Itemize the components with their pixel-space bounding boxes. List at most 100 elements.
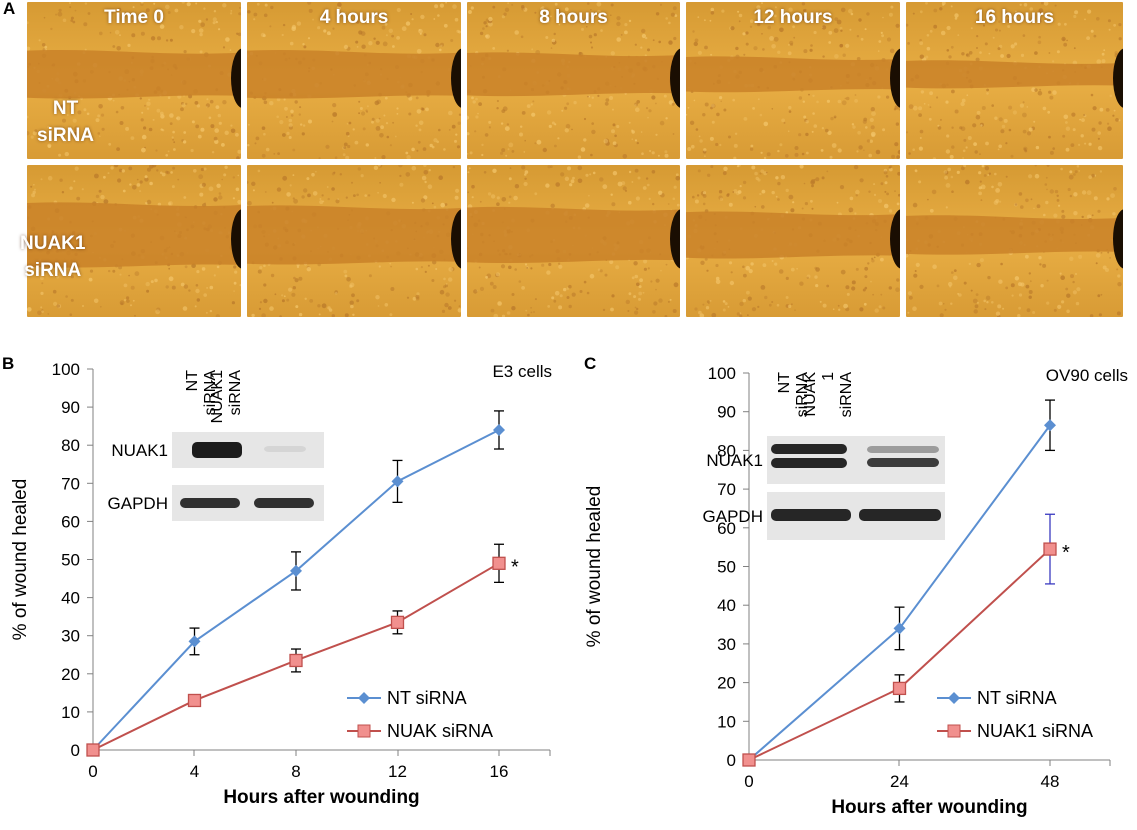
y-tick-label: 60 — [61, 512, 80, 531]
time-label: 16 hours — [974, 7, 1055, 28]
micrograph-r2-c3 — [467, 165, 680, 317]
data-point — [390, 615, 405, 630]
y-tick-label: 100 — [52, 360, 80, 379]
micrograph-image — [906, 2, 1123, 159]
data-point — [290, 564, 302, 577]
time-label: 4 hours — [319, 7, 389, 28]
y-tick-label: 20 — [717, 674, 736, 693]
blot-lane-label: NT — [184, 370, 201, 392]
y-tick-label: 80 — [61, 436, 80, 455]
scratch-mark — [231, 209, 241, 269]
micrograph-r2-c2 — [247, 165, 461, 317]
chart-title: E3 cells — [492, 362, 552, 381]
x-axis-label: Hours after wounding — [223, 787, 419, 808]
row-label-2: NUAK1 siRNA — [20, 230, 85, 284]
blot-lane-label: siRNA — [202, 370, 219, 416]
y-tick-label: 100 — [708, 364, 736, 383]
y-tick-label: 80 — [717, 441, 736, 460]
scratch-mark — [890, 209, 900, 269]
blot-lane-label: siRNA — [227, 370, 244, 416]
row-label-line: siRNA — [24, 260, 82, 281]
scratch-mark — [1113, 48, 1123, 108]
legend-label: NT siRNA — [387, 688, 467, 708]
legend-label: NUAK1 siRNA — [977, 721, 1093, 741]
blot-band — [771, 458, 847, 468]
data-point — [893, 622, 906, 635]
micrograph-r2-c5 — [906, 165, 1123, 317]
wound-gap — [906, 60, 1123, 89]
blot-band — [180, 498, 240, 508]
wound-gap — [247, 50, 461, 99]
panel-a-letter: A — [3, 0, 16, 18]
legend-marker — [358, 692, 370, 704]
micrograph-r2-c1 — [27, 165, 241, 317]
wound-gap — [27, 202, 241, 268]
blot-band — [771, 509, 851, 521]
blot-lane-label: siRNA — [838, 372, 855, 418]
micrograph-r1-c5: 16 hours — [906, 2, 1123, 159]
chart-title: OV90 cells — [1046, 366, 1128, 385]
micrograph-image — [686, 165, 900, 317]
scratch-mark — [451, 209, 461, 269]
time-label: Time 0 — [104, 7, 164, 28]
data-point — [188, 635, 201, 648]
data-point — [86, 743, 100, 757]
x-tick-label: 12 — [388, 762, 407, 781]
data-point — [492, 556, 506, 570]
y-tick-label: 0 — [727, 751, 736, 770]
x-tick-label: 0 — [744, 772, 753, 791]
legend-label: NT siRNA — [977, 688, 1057, 708]
blot-row-label: GAPDH — [108, 494, 168, 513]
wound-gap — [247, 205, 461, 265]
blot-row-label: NUAK1 — [706, 451, 763, 470]
significance-annotation: * — [511, 556, 519, 578]
blot-band — [192, 442, 242, 458]
legend-marker — [947, 724, 961, 738]
x-tick-label: 4 — [190, 762, 199, 781]
micrograph-r1-c3: 8 hours — [467, 2, 680, 159]
y-tick-label: 0 — [71, 741, 80, 760]
blot-band — [264, 446, 306, 452]
micrograph-image — [247, 165, 461, 317]
chart-b-e3-cells: 0 10 20 30 40 50 60 70 80 90 100 0 4 8 12 16 Hours after… — [10, 360, 552, 808]
data-point — [1044, 419, 1056, 432]
time-label: 8 hours — [539, 7, 608, 28]
y-tick-label: 50 — [717, 558, 736, 577]
x-tick-label: 0 — [88, 762, 97, 781]
x-tick-label: 48 — [1041, 772, 1060, 791]
wound-gap — [467, 206, 680, 264]
micrograph-r1-c1: Time 0 — [27, 2, 241, 159]
y-tick-label: 20 — [61, 665, 80, 684]
micrograph-image — [467, 2, 680, 159]
time-label: 12 hours — [753, 7, 833, 28]
data-point — [742, 753, 756, 767]
blot-band — [859, 509, 941, 521]
panel-b-letter: B — [2, 354, 15, 373]
x-tick-label: 16 — [490, 762, 509, 781]
data-point — [391, 475, 404, 488]
micrograph-image — [686, 2, 900, 159]
legend-marker — [948, 692, 960, 704]
blot-row-label: NUAK1 — [111, 441, 168, 460]
y-tick-label: 30 — [61, 627, 80, 646]
legend-marker — [357, 724, 371, 738]
scratch-mark — [890, 48, 900, 108]
y-tick-label: 10 — [717, 712, 736, 731]
micrograph-r1-c2: 4 hours — [247, 2, 461, 159]
blot-lane-label: siRNA — [794, 372, 811, 418]
data-point — [892, 681, 907, 696]
micrograph-image — [247, 2, 461, 159]
wound-gap — [27, 50, 241, 99]
scratch-mark — [670, 48, 680, 108]
x-tick-label: 8 — [291, 762, 300, 781]
micrograph-image — [906, 165, 1123, 317]
y-tick-label: 50 — [61, 551, 80, 570]
blot-band — [867, 458, 939, 467]
y-tick-label: 90 — [717, 403, 736, 422]
blot-band — [867, 446, 939, 453]
row-label-line: NT — [52, 98, 79, 119]
micrograph-image — [27, 165, 241, 317]
blot-row-label: GAPDH — [703, 507, 763, 526]
